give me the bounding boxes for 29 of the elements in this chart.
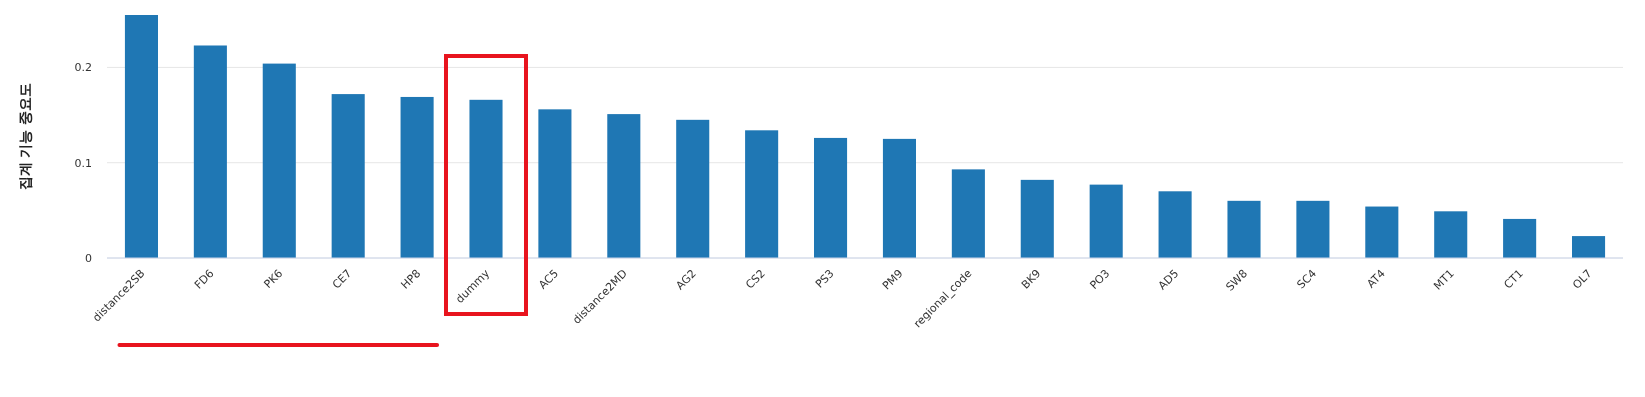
bar bbox=[400, 96, 434, 258]
bar bbox=[1434, 211, 1468, 258]
x-tick-label: PS3 bbox=[812, 266, 837, 291]
bar bbox=[469, 99, 503, 258]
bar bbox=[676, 119, 710, 258]
y-axis-title: 집계 기능 중요도 bbox=[17, 82, 33, 191]
bar bbox=[882, 138, 916, 258]
y-tick-label: 0.1 bbox=[74, 156, 92, 170]
bar bbox=[951, 169, 985, 258]
bar bbox=[1572, 236, 1606, 258]
bar bbox=[607, 114, 641, 258]
bar bbox=[1365, 206, 1399, 258]
bar bbox=[1089, 184, 1123, 258]
bar bbox=[1020, 179, 1054, 258]
y-tick-label: 0 bbox=[85, 251, 92, 265]
bar bbox=[193, 45, 227, 258]
bar bbox=[814, 137, 848, 258]
y-tick-label: 0.2 bbox=[74, 61, 92, 75]
x-tick-label: CT1 bbox=[1501, 266, 1526, 292]
bar bbox=[1158, 191, 1192, 258]
bar bbox=[331, 94, 365, 258]
bar bbox=[262, 63, 296, 258]
bar bbox=[1503, 218, 1537, 258]
bar bbox=[1227, 200, 1261, 258]
bar bbox=[538, 109, 572, 258]
bar bbox=[745, 130, 779, 258]
bar bbox=[1296, 200, 1330, 258]
bar bbox=[124, 15, 158, 258]
x-tick-label: CS2 bbox=[743, 266, 768, 292]
